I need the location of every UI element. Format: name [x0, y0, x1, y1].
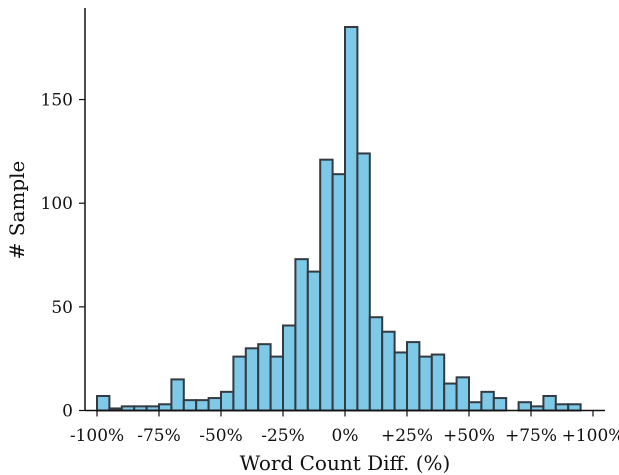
histogram-bar [567, 403, 582, 412]
y-tick-label: 0 [62, 402, 73, 422]
histogram-bar [306, 270, 322, 412]
histogram-bar [207, 397, 223, 412]
histogram-bar [344, 25, 359, 412]
histogram-bar [418, 355, 433, 412]
histogram-bar [480, 390, 495, 412]
histogram-bar [96, 394, 111, 412]
histogram-bar [393, 351, 409, 412]
histogram-bar [381, 330, 396, 412]
histogram-bar [443, 382, 458, 412]
histogram-bar [554, 403, 570, 412]
histogram-bar [182, 399, 198, 412]
x-tick-label: 0% [332, 426, 359, 446]
histogram-bar [319, 158, 334, 412]
histogram-bar [170, 378, 185, 412]
histogram-bar [331, 173, 347, 412]
x-tick-label: +100% [562, 426, 619, 446]
y-axis-label: # Sample [5, 161, 29, 260]
histogram-bar [257, 343, 272, 412]
histogram-bar [517, 401, 532, 412]
histogram-bar [368, 316, 384, 412]
histogram-bar [294, 258, 309, 412]
histogram-bar [430, 353, 446, 412]
x-axis-label: Word Count Diff. (%) [240, 451, 451, 475]
x-tick-label: +75% [505, 426, 557, 446]
y-tick-label: 150 [41, 91, 73, 111]
y-tick-label: 100 [41, 194, 73, 214]
histogram-bar [220, 390, 235, 412]
x-tick-label: -100% [70, 426, 124, 446]
x-tick-label: +50% [443, 426, 495, 446]
x-tick-label: +25% [381, 426, 433, 446]
histogram-bar [232, 355, 247, 412]
x-tick-label: -50% [199, 426, 243, 446]
histogram-bar [542, 394, 557, 412]
histogram-bar [195, 399, 210, 412]
histogram-bar [158, 403, 173, 412]
histogram-bar [269, 355, 285, 412]
histogram-bar [455, 376, 471, 412]
histogram-bar [492, 397, 508, 412]
x-axis-ticks: -100% -75% -50% -25% 0% +25% +50% +75% +100% [70, 410, 619, 446]
x-tick-label: -75% [137, 426, 181, 446]
histogram-bars [96, 25, 582, 412]
histogram-bar [282, 324, 297, 412]
histogram-bar [356, 152, 371, 412]
y-axis-ticks: 0 50 100 150 [41, 91, 85, 422]
x-tick-label: -25% [261, 426, 305, 446]
histogram-bar [468, 401, 483, 412]
y-tick-label: 50 [51, 298, 73, 318]
histogram-bar [244, 347, 260, 412]
histogram-bar [406, 341, 421, 412]
